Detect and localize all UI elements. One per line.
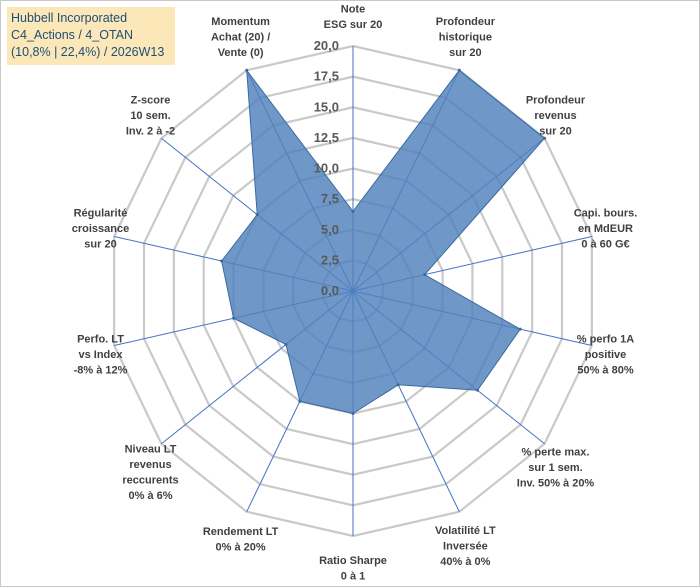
radial-tick-labels: 0,0 2,5 5,0 7,5 10,0 12,5 15,0 17,5 20,0 xyxy=(314,38,339,298)
data-point xyxy=(518,327,522,331)
axis-label: % perfo 1A positive 50% à 80% xyxy=(577,333,635,376)
tick-label: 12,5 xyxy=(314,130,339,145)
axis-label: Rendement LT 0% à 20% xyxy=(203,526,279,554)
data-point xyxy=(476,388,480,392)
radar-series xyxy=(220,68,547,415)
axis-labels: Note ESG sur 20 Profondeur historique sur 20… xyxy=(72,4,638,583)
tick-label: 2,5 xyxy=(321,252,339,267)
data-point xyxy=(220,259,224,263)
data-point xyxy=(284,342,288,346)
axis-label: % perte max. sur 1 sem. Inv. 50% à 20% xyxy=(517,447,595,490)
axis-label: Note ESG sur 20 xyxy=(324,4,383,32)
company-name: Hubbell Incorporated xyxy=(11,11,128,25)
tick-label: 7,5 xyxy=(321,191,339,206)
tick-label: 15,0 xyxy=(314,99,339,114)
data-point xyxy=(457,68,461,72)
data-point xyxy=(543,136,547,140)
axis-label: Régularité croissance sur 20 xyxy=(72,208,129,251)
tick-label: 17,5 xyxy=(314,69,339,84)
tick-label: 5,0 xyxy=(321,222,339,237)
tick-label: 10,0 xyxy=(314,161,339,176)
axis-label: Profondeur historique sur 20 xyxy=(436,16,496,59)
axis-label: Ratio Sharpe 0 à 1 xyxy=(319,555,387,583)
data-point xyxy=(351,412,355,415)
data-point xyxy=(298,399,302,403)
tick-label: 20,0 xyxy=(314,38,339,53)
axis-label: Capi. bours. en MdEUR 0 à 60 G€ xyxy=(574,208,638,251)
axis-label: Profondeur revenus sur 20 xyxy=(526,94,586,137)
tick-label: 0,0 xyxy=(321,283,339,298)
chart-title-box: Hubbell Incorporated C4_Actions / 4_OTAN… xyxy=(7,7,175,65)
data-point xyxy=(232,316,236,320)
axis-label: Z-score 10 sem. Inv. 2 à -2 xyxy=(126,94,175,137)
portfolio-path: C4_Actions / 4_OTAN xyxy=(11,28,134,42)
data-point xyxy=(245,68,249,72)
axis-label: Niveau LT revenus reccurents 0% à 6% xyxy=(122,444,178,503)
data-point xyxy=(423,273,427,277)
data-point xyxy=(396,383,400,387)
axis-label: Perfo. LT vs Index -8% à 12% xyxy=(74,333,128,376)
axis-label: Volatilité LT Inversée 40% à 0% xyxy=(435,525,496,568)
performance-summary: (10,8% | 22,4%) / 2026W13 xyxy=(11,45,165,59)
axis-label: Momentum Achat (20) / Vente (0) xyxy=(211,16,270,59)
data-point xyxy=(255,213,259,217)
data-point xyxy=(351,209,355,213)
